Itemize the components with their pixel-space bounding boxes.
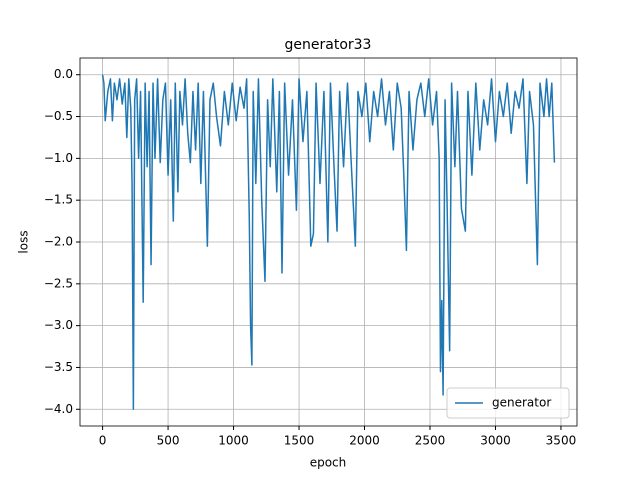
x-tick-label: 3500 [546,434,577,448]
chart-title: generator33 [285,37,372,53]
plot-frame [79,57,578,427]
y-tick-label: −2.0 [44,235,73,249]
x-tick-label: 3000 [480,434,511,448]
x-tick-label: 2500 [415,434,446,448]
x-tick-label: 1000 [218,434,249,448]
y-tick-label: −2.5 [44,276,73,290]
legend-label: generator [492,396,551,410]
x-tick-label: 1500 [284,434,315,448]
x-tick-label: 500 [157,434,180,448]
y-tick-label: −3.5 [44,360,73,374]
x-tick-label: 0 [99,434,107,448]
x-tick-label: 2000 [349,434,380,448]
y-tick-label: −0.5 [44,109,73,123]
y-tick-label: −1.5 [44,193,73,207]
y-axis-label: loss [17,230,31,253]
y-tick-label: −1.0 [44,151,73,165]
y-tick-label: −3.0 [44,318,73,332]
legend-box [446,387,570,419]
y-tick-label: 0.0 [54,67,73,81]
y-tick-label: −4.0 [44,402,73,416]
line [101,74,556,411]
x-axis-label: epoch [310,456,347,470]
